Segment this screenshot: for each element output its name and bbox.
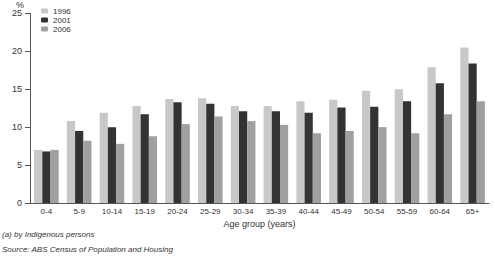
svg-text:0: 0 <box>17 198 22 208</box>
svg-text:15: 15 <box>12 84 22 94</box>
svg-text:65+: 65+ <box>466 207 480 216</box>
svg-text:25-29: 25-29 <box>200 207 221 216</box>
svg-text:20-24: 20-24 <box>167 207 188 216</box>
svg-text:1996: 1996 <box>53 7 71 16</box>
svg-text:10: 10 <box>12 122 22 132</box>
svg-text:35-39: 35-39 <box>266 207 287 216</box>
svg-text:30-34: 30-34 <box>233 207 254 216</box>
svg-text:0-4: 0-4 <box>41 207 53 216</box>
svg-text:40-44: 40-44 <box>298 207 319 216</box>
svg-text:25: 25 <box>12 8 22 18</box>
svg-text:5-9: 5-9 <box>73 207 85 216</box>
svg-text:(a) by Indigenous persons: (a) by Indigenous persons <box>2 230 95 239</box>
svg-text:45-49: 45-49 <box>331 207 352 216</box>
svg-text:15-19: 15-19 <box>135 207 156 216</box>
svg-text:Age group (years): Age group (years) <box>223 219 295 229</box>
svg-text:10-14: 10-14 <box>102 207 123 216</box>
svg-text:2001: 2001 <box>53 16 71 25</box>
svg-text:Source: ABS Census of Populati: Source: ABS Census of Population and Hou… <box>2 245 173 254</box>
svg-text:60-64: 60-64 <box>430 207 451 216</box>
svg-text:55-59: 55-59 <box>397 207 418 216</box>
svg-text:5: 5 <box>17 160 22 170</box>
svg-text:50-54: 50-54 <box>364 207 385 216</box>
svg-text:20: 20 <box>12 46 22 56</box>
svg-text:2006: 2006 <box>53 25 71 34</box>
